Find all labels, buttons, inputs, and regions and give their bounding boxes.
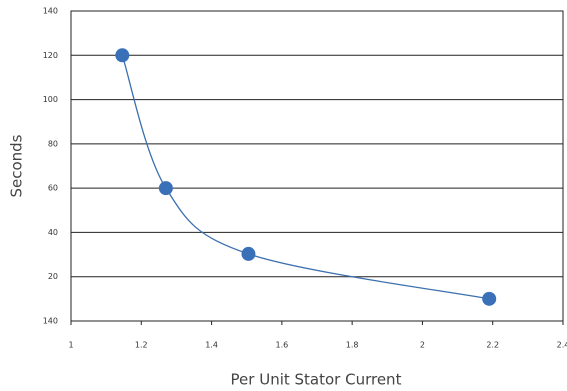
x-tick-label: 1.6 <box>275 341 288 350</box>
y-tick-label: 80 <box>48 139 58 148</box>
x-tick-label: 1 <box>68 341 73 350</box>
curve <box>121 55 490 300</box>
y-tick-label: 120 <box>43 51 58 60</box>
x-tick-label: 1.4 <box>205 341 218 350</box>
y-tick-label: 140 <box>43 7 58 16</box>
x-axis-title: Per Unit Stator Current <box>231 371 402 389</box>
y-axis-title: Seconds <box>8 134 26 197</box>
y-tick-label: 40 <box>48 228 58 237</box>
x-tick-label: 2 <box>420 341 425 350</box>
point <box>158 181 173 196</box>
point <box>115 48 130 63</box>
y-tick-label: 140 <box>43 317 58 326</box>
point <box>482 291 497 306</box>
y-tick-label: 60 <box>48 184 58 193</box>
x-tick-label: 1.8 <box>346 341 359 350</box>
plot-frame <box>70 10 564 322</box>
x-tick-label: 2.4 <box>557 341 567 350</box>
point <box>241 246 256 261</box>
y-tick-label: 100 <box>43 95 58 104</box>
x-tick-label: 1.2 <box>135 341 148 350</box>
x-tick-label: 2.2 <box>486 341 499 350</box>
y-tick-label: 20 <box>48 272 58 281</box>
